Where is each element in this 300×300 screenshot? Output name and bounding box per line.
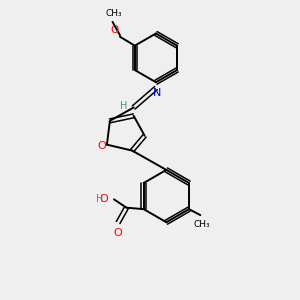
Text: CH₃: CH₃ — [194, 220, 210, 230]
Text: H: H — [96, 194, 103, 204]
Text: O: O — [110, 25, 118, 35]
Text: O: O — [97, 141, 106, 151]
Text: N: N — [153, 88, 162, 98]
Text: O: O — [100, 194, 109, 204]
Text: O: O — [113, 228, 122, 238]
Text: CH₃: CH₃ — [106, 9, 122, 18]
Text: H: H — [120, 101, 127, 111]
